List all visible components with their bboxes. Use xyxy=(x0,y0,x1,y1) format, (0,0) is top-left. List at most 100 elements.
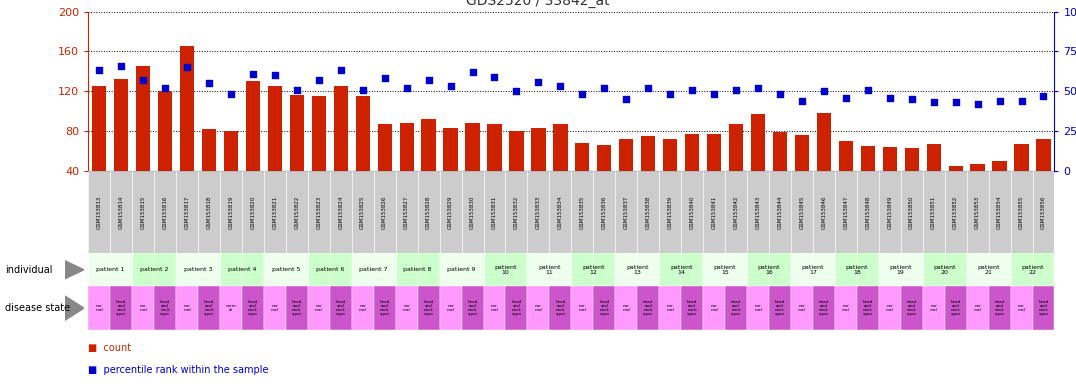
Bar xyxy=(483,286,506,330)
Text: head
and
neck
squa: head and neck squa xyxy=(643,300,653,316)
Text: GSM153813: GSM153813 xyxy=(97,195,102,229)
Text: head
and
neck
squa: head and neck squa xyxy=(203,300,214,316)
Bar xyxy=(176,253,198,286)
Text: head
and
neck
squa: head and neck squa xyxy=(160,300,170,316)
Point xyxy=(134,77,152,83)
Text: nor
mal: nor mal xyxy=(622,304,631,312)
Bar xyxy=(114,79,128,171)
Text: nor
mal: nor mal xyxy=(447,304,454,312)
Text: norm
al: norm al xyxy=(226,304,237,312)
Text: patient
11: patient 11 xyxy=(538,265,561,275)
Bar xyxy=(440,253,462,286)
Bar xyxy=(132,253,154,286)
Text: GSM153842: GSM153842 xyxy=(734,195,738,229)
Bar xyxy=(550,171,571,253)
Point xyxy=(332,68,350,74)
Text: patient
21: patient 21 xyxy=(977,265,1000,275)
Bar xyxy=(527,253,550,286)
Bar xyxy=(879,171,901,253)
Bar xyxy=(593,286,615,330)
Text: head
and
neck
squa: head and neck squa xyxy=(863,300,873,316)
Text: GSM153837: GSM153837 xyxy=(624,195,628,229)
Point xyxy=(771,91,789,98)
Point xyxy=(156,85,173,91)
Point xyxy=(991,98,1008,104)
Text: GDS2520 / 33842_at: GDS2520 / 33842_at xyxy=(466,0,610,8)
Point xyxy=(113,63,130,69)
Bar xyxy=(527,286,550,330)
Bar xyxy=(681,286,703,330)
Text: GSM153829: GSM153829 xyxy=(448,195,453,229)
Bar xyxy=(571,286,593,330)
Bar xyxy=(725,253,747,286)
Bar xyxy=(571,171,593,253)
Text: GSM153836: GSM153836 xyxy=(601,195,607,229)
Point xyxy=(529,79,547,85)
Text: GSM153821: GSM153821 xyxy=(272,195,278,229)
Bar xyxy=(198,253,220,286)
Bar xyxy=(154,171,176,253)
Bar xyxy=(110,253,132,286)
Text: patient
10: patient 10 xyxy=(494,265,516,275)
Bar xyxy=(417,253,440,286)
Bar xyxy=(945,253,966,286)
Text: GSM153820: GSM153820 xyxy=(251,195,255,229)
Bar xyxy=(879,253,901,286)
Text: GSM153819: GSM153819 xyxy=(228,195,233,229)
Bar xyxy=(685,134,699,171)
Bar xyxy=(637,253,660,286)
Point xyxy=(925,99,943,106)
Text: GSM153838: GSM153838 xyxy=(646,195,651,229)
Text: patient
19: patient 19 xyxy=(890,265,912,275)
Text: nor
mal: nor mal xyxy=(139,304,147,312)
Point xyxy=(639,85,656,91)
Bar xyxy=(813,286,835,330)
Bar xyxy=(926,144,940,171)
Bar xyxy=(681,253,703,286)
Point xyxy=(903,96,920,102)
Bar xyxy=(769,253,791,286)
Text: patient
22: patient 22 xyxy=(1021,265,1044,275)
Point xyxy=(662,91,679,98)
Text: head
and
neck
squa: head and neck squa xyxy=(511,300,522,316)
Bar xyxy=(373,253,396,286)
Text: head
and
neck
squa: head and neck squa xyxy=(467,300,478,316)
Text: GSM153817: GSM153817 xyxy=(185,195,189,229)
Point xyxy=(727,86,745,93)
Bar xyxy=(901,253,923,286)
Text: ■  percentile rank within the sample: ■ percentile rank within the sample xyxy=(88,365,269,375)
Bar xyxy=(352,286,373,330)
Bar xyxy=(571,253,593,286)
Text: GSM153816: GSM153816 xyxy=(162,195,168,229)
Bar xyxy=(245,81,260,171)
Bar xyxy=(176,171,198,253)
Bar xyxy=(506,253,527,286)
Bar xyxy=(901,286,923,330)
Text: GSM153828: GSM153828 xyxy=(426,195,431,229)
Text: nor
mal: nor mal xyxy=(579,304,586,312)
Bar xyxy=(553,124,567,171)
Text: nor
mal: nor mal xyxy=(666,304,674,312)
Bar xyxy=(725,171,747,253)
Bar xyxy=(813,253,835,286)
Bar xyxy=(945,171,966,253)
Point xyxy=(706,91,723,98)
Point xyxy=(837,94,854,101)
Bar xyxy=(641,136,655,171)
Text: head
and
neck
squa: head and neck squa xyxy=(116,300,126,316)
Bar xyxy=(506,171,527,253)
Text: GSM153827: GSM153827 xyxy=(405,195,409,229)
Point xyxy=(749,85,766,91)
Text: ■  count: ■ count xyxy=(88,343,131,353)
Bar xyxy=(462,171,483,253)
Point xyxy=(816,88,833,94)
Text: GSM153830: GSM153830 xyxy=(470,195,475,229)
Text: patient
14: patient 14 xyxy=(670,265,693,275)
Bar xyxy=(329,286,352,330)
Bar xyxy=(966,286,989,330)
Text: patient 8: patient 8 xyxy=(404,267,431,272)
Point xyxy=(860,86,877,93)
Point xyxy=(552,83,569,89)
Bar xyxy=(791,171,813,253)
Bar xyxy=(355,96,370,171)
